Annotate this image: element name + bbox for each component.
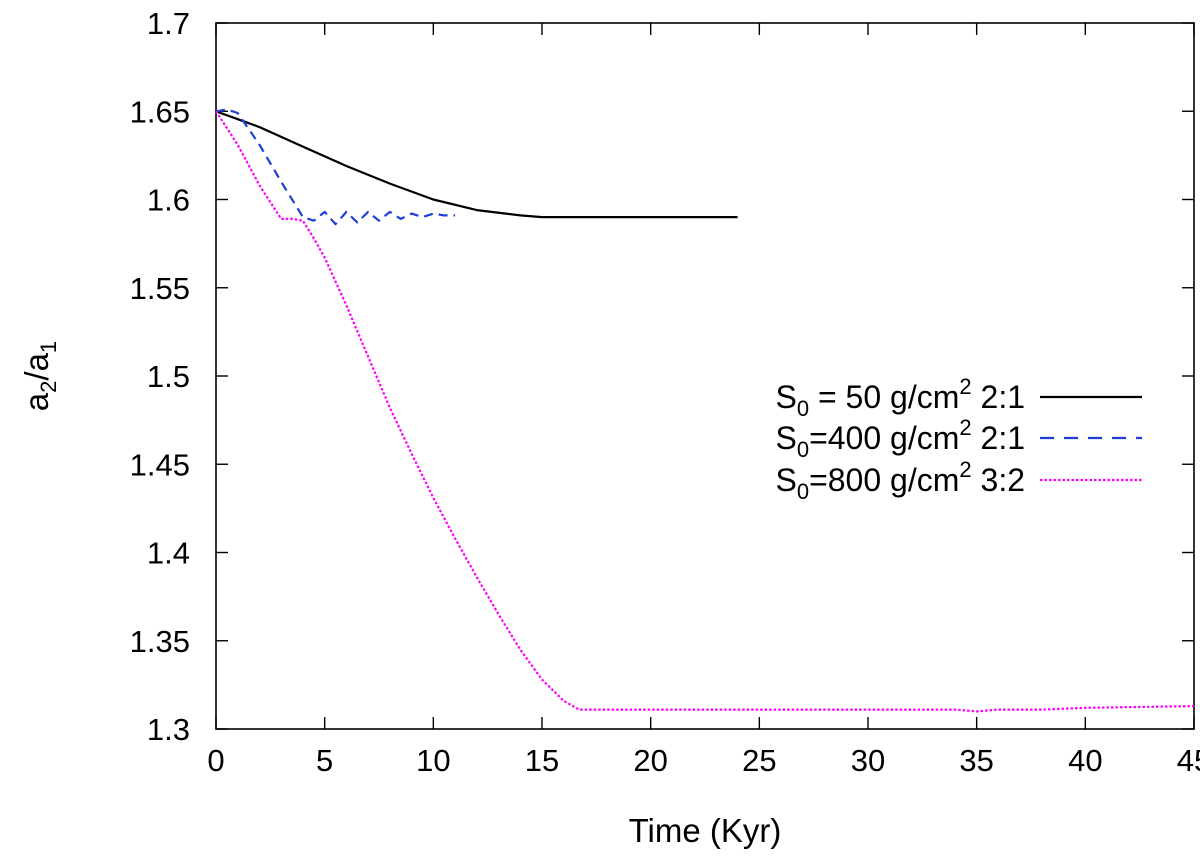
axis-ticks: 0510152025303540451.31.351.41.451.51.551… (130, 6, 1200, 778)
legend-label-sup: 2 (959, 457, 971, 482)
y-tick-label: 1.3 (147, 712, 190, 747)
legend-label-pre: S (775, 462, 796, 498)
legend-label-sup: 2 (959, 415, 971, 440)
y-tick-label: 1.35 (130, 624, 190, 659)
series-line-1 (215, 110, 738, 219)
legend-label-sub: 0 (797, 479, 809, 504)
x-tick-label: 5 (316, 743, 333, 778)
series-line-3 (215, 110, 1195, 713)
y-tick-label: 1.6 (147, 183, 190, 218)
legend-label-post: 2:1 (972, 379, 1025, 415)
legend-label-sub: 0 (797, 396, 809, 421)
x-axis-title: Time (Kyr) (629, 812, 782, 849)
y-tick-label: 1.7 (147, 6, 190, 41)
y-axis-title-sep: / (18, 371, 55, 381)
legend-label-mid: =800 g/cm (809, 462, 959, 498)
y-axis-title-base2: a (18, 352, 55, 371)
y-tick-label: 1.45 (130, 447, 190, 482)
series-layer (215, 108, 1195, 713)
y-axis-title-sub1: 2 (36, 381, 61, 393)
x-tick-label: 25 (742, 743, 776, 778)
x-tick-label: 15 (525, 743, 559, 778)
legend-label-post: 2:1 (972, 420, 1025, 456)
x-tick-label: 35 (959, 743, 993, 778)
legend-label-3: S0=800 g/cm2 3:2 (775, 457, 1025, 504)
x-tick-label: 0 (207, 743, 224, 778)
x-tick-label: 10 (416, 743, 450, 778)
y-tick-label: 1.65 (130, 94, 190, 129)
y-tick-label: 1.55 (130, 271, 190, 306)
y-tick-label: 1.4 (147, 536, 190, 571)
legend-label-sub: 0 (797, 437, 809, 462)
legend-label-sup: 2 (959, 374, 971, 399)
legend-label-mid: = 50 g/cm (809, 379, 959, 415)
plot-frame (215, 22, 1195, 730)
y-tick-label: 1.5 (147, 359, 190, 394)
legend-label-2: S0=400 g/cm2 2:1 (775, 415, 1025, 462)
y-axis-title-base: a (18, 392, 55, 411)
legend: S0 = 50 g/cm2 2:1S0=400 g/cm2 2:1S0=800 … (775, 374, 1142, 504)
legend-label-pre: S (775, 379, 796, 415)
legend-label-1: S0 = 50 g/cm2 2:1 (775, 374, 1025, 421)
y-axis-title: a2/a1 (18, 341, 61, 411)
y-axis-title-sub2: 1 (36, 341, 61, 353)
x-tick-label: 40 (1068, 743, 1102, 778)
x-tick-label: 20 (633, 743, 667, 778)
legend-label-mid: =400 g/cm (809, 420, 959, 456)
x-tick-label: 45 (1177, 743, 1200, 778)
series-line-2 (215, 108, 456, 226)
legend-label-post: 3:2 (972, 462, 1025, 498)
legend-label-pre: S (775, 420, 796, 456)
x-tick-label: 30 (851, 743, 885, 778)
